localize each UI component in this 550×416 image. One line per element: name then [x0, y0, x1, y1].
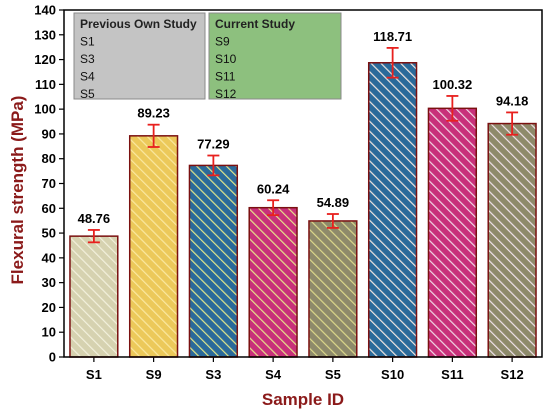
bar-s9 — [128, 135, 179, 358]
error-bar-s3 — [207, 154, 220, 177]
legend-item: S5 — [80, 87, 95, 101]
y-tick-label: 140 — [34, 3, 56, 18]
error-bar-s10 — [386, 46, 399, 79]
legend-box — [73, 12, 206, 100]
y-axis-ticks: 0 10 20 30 40 50 60 70 80 90 100 110 120 130 140 — [34, 3, 64, 365]
legend: Previous Own Study S1 S3 S4 S5 Current Study S… — [73, 12, 342, 101]
y-tick-label: 20 — [42, 300, 56, 315]
error-bar-s4 — [267, 199, 280, 217]
y-axis-title: Flexural strength (MPa) — [8, 96, 27, 285]
y-tick-label: 10 — [42, 325, 56, 340]
x-tick-label: S9 — [146, 367, 162, 382]
error-bar-s1 — [87, 229, 100, 244]
y-tick-label: 40 — [42, 250, 56, 265]
legend-item: S10 — [215, 52, 237, 66]
y-tick-label: 100 — [34, 102, 56, 117]
x-axis-title: Sample ID — [262, 390, 344, 409]
legend-group-1: Previous Own Study S1 S3 S4 S5 — [73, 12, 206, 101]
plot-frame — [63, 9, 543, 358]
y-tick-label: 60 — [42, 201, 56, 216]
y-tick-label: 120 — [34, 52, 56, 67]
x-tick-label: S4 — [265, 367, 282, 382]
y-tick-label: 70 — [42, 176, 56, 191]
y-tick-label: 0 — [49, 350, 56, 365]
bar-s5 — [308, 220, 358, 358]
value-label: 60.24 — [257, 181, 290, 196]
error-bar-s12 — [506, 111, 519, 136]
legend-title: Previous Own Study — [80, 17, 197, 31]
bar-s4 — [248, 206, 298, 358]
x-tick-label: S12 — [501, 367, 524, 382]
legend-item: S9 — [215, 35, 230, 49]
bar-s11 — [427, 107, 478, 358]
y-tick-label: 130 — [34, 27, 56, 42]
x-tick-label: S3 — [205, 367, 221, 382]
error-bar-s5 — [326, 213, 339, 229]
bars: 48.76 89.23 77.29 60.24 54.89 118.71 100.32 94.… — [69, 29, 537, 358]
error-bar-s9 — [147, 123, 160, 148]
x-tick-label: S1 — [86, 367, 102, 382]
legend-group-2: Current Study S9 S10 S11 S12 — [208, 12, 342, 101]
x-tick-label: S10 — [381, 367, 404, 382]
y-tick-label: 50 — [42, 226, 56, 241]
y-tick-label: 30 — [42, 275, 56, 290]
value-label: 89.23 — [137, 106, 170, 121]
legend-item: S4 — [80, 70, 95, 84]
y-tick-label: 80 — [42, 151, 56, 166]
bar-s12 — [487, 122, 537, 358]
x-tick-label: S5 — [325, 367, 341, 382]
legend-box — [208, 12, 342, 100]
x-axis-ticks: S1 S9 S3 S4 S5 S10 S11 S12 — [86, 357, 524, 382]
legend-item: S12 — [215, 87, 237, 101]
bar-s1 — [69, 235, 119, 358]
legend-title: Current Study — [215, 17, 295, 31]
error-bar-s11 — [446, 95, 459, 122]
value-label: 118.71 — [373, 29, 412, 44]
value-label: 77.29 — [197, 137, 230, 152]
bar-s10 — [367, 62, 418, 358]
value-label: 54.89 — [317, 195, 350, 210]
x-tick-label: S11 — [441, 367, 463, 382]
bar-s3 — [188, 164, 239, 358]
value-label: 48.76 — [78, 211, 111, 226]
legend-item: S1 — [80, 35, 95, 49]
value-label: 94.18 — [496, 93, 529, 108]
y-tick-label: 110 — [35, 77, 56, 92]
legend-item: S11 — [215, 70, 236, 84]
legend-item: S3 — [80, 52, 95, 66]
value-label: 100.32 — [432, 77, 472, 92]
y-tick-label: 90 — [42, 126, 56, 141]
